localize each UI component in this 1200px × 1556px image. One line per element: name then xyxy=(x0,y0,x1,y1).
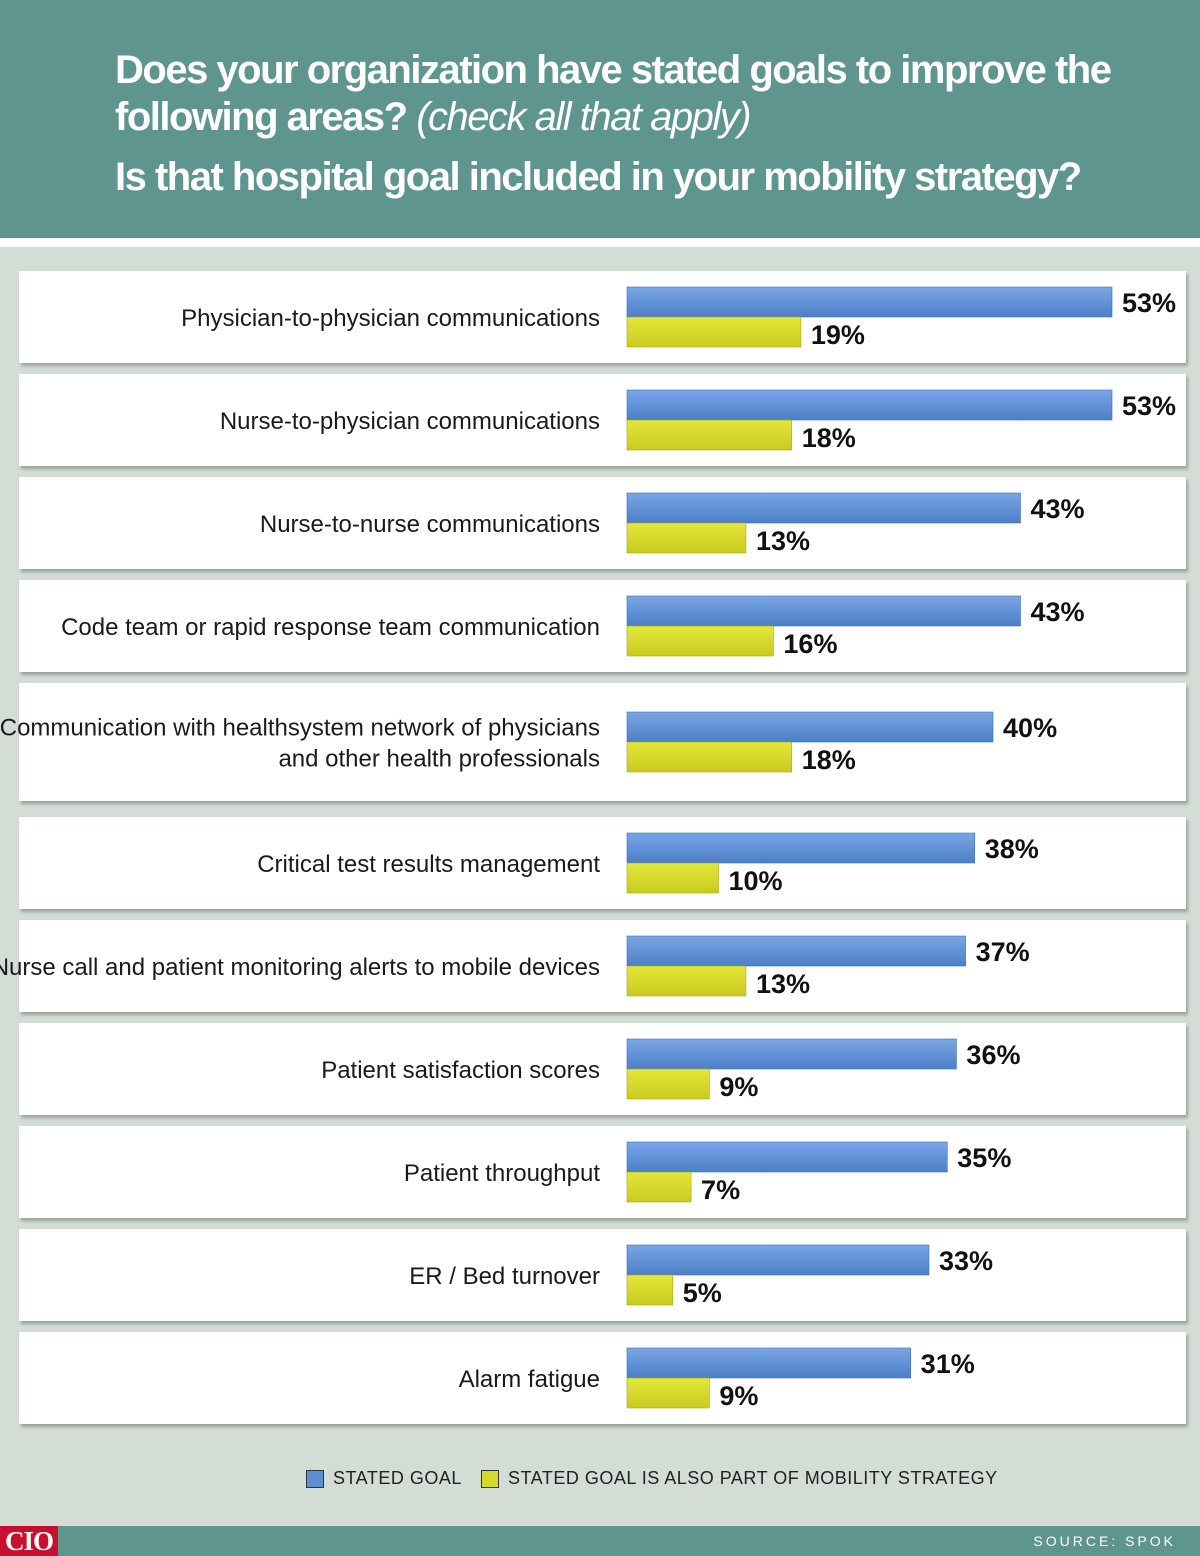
chart-row: Alarm fatigue 31% 9% xyxy=(19,1332,1186,1424)
chart-row: Code team or rapid response team communi… xyxy=(19,580,1186,672)
category-label: Patient throughput xyxy=(404,1160,600,1187)
bar-mobility-strategy xyxy=(626,316,802,348)
value-label-mobility-strategy: 9% xyxy=(719,1072,758,1102)
value-label-stated-goal: 40% xyxy=(1003,713,1057,743)
value-label-stated-goal: 35% xyxy=(957,1143,1011,1173)
bar-mobility-strategy xyxy=(626,419,793,451)
chart-row: Physician-to-physician communications 53%… xyxy=(19,271,1186,363)
chart-row: Patient throughput 35% 7% xyxy=(19,1126,1186,1218)
bar-stated-goal xyxy=(626,492,1021,524)
value-label-mobility-strategy: 5% xyxy=(683,1278,722,1308)
bar-mobility-strategy xyxy=(626,965,747,997)
legend-swatch-stated-goal xyxy=(306,1469,324,1488)
header-divider xyxy=(0,238,1200,247)
row-panel xyxy=(19,1023,1186,1115)
category-label: Communication with healthsystem network … xyxy=(0,715,600,742)
value-label-mobility-strategy: 18% xyxy=(802,423,856,453)
chart-title-line-2: following areas? (check all that apply) xyxy=(115,95,752,140)
value-label-stated-goal: 38% xyxy=(985,834,1039,864)
value-label-stated-goal: 31% xyxy=(921,1349,975,1379)
bar-mobility-strategy xyxy=(626,522,747,554)
chart-row: Nurse call and patient monitoring alerts… xyxy=(0,920,1186,1012)
category-label: Critical test results management xyxy=(257,851,600,878)
bar-mobility-strategy xyxy=(626,1068,710,1100)
category-label: Physician-to-physician communications xyxy=(181,305,600,332)
legend-label-mobility-strategy: STATED GOAL IS ALSO PART OF MOBILITY STR… xyxy=(508,1468,998,1488)
category-label: Code team or rapid response team communi… xyxy=(61,614,600,641)
category-label: Patient satisfaction scores xyxy=(321,1057,600,1084)
bar-mobility-strategy xyxy=(626,1377,710,1409)
chart-subtitle: Is that hospital goal included in your m… xyxy=(115,155,1082,199)
row-panel xyxy=(19,1229,1186,1321)
bar-stated-goal xyxy=(626,389,1113,421)
chart-title-line-1: Does your organization have stated goals… xyxy=(115,48,1112,92)
legend-item-stated-goal: STATED GOAL xyxy=(306,1468,462,1489)
bar-stated-goal xyxy=(626,595,1021,627)
bar-mobility-strategy xyxy=(626,1171,692,1203)
row-panel xyxy=(19,1126,1186,1218)
category-label: and other health professionals xyxy=(278,746,600,773)
footer: CIO SOURCE: SPOK xyxy=(0,1526,1200,1556)
value-label-stated-goal: 36% xyxy=(966,1040,1020,1070)
bar-stated-goal xyxy=(626,1141,948,1173)
value-label-mobility-strategy: 13% xyxy=(756,969,810,999)
bar-stated-goal xyxy=(626,286,1113,318)
bar-mobility-strategy xyxy=(626,625,774,657)
value-label-stated-goal: 53% xyxy=(1122,288,1176,318)
category-label: Nurse-to-nurse communications xyxy=(260,511,600,538)
category-label: Nurse-to-physician communications xyxy=(220,408,600,435)
legend-item-mobility-strategy: STATED GOAL IS ALSO PART OF MOBILITY STR… xyxy=(481,1468,998,1489)
value-label-mobility-strategy: 13% xyxy=(756,526,810,556)
chart-row: ER / Bed turnover 33% 5% xyxy=(19,1229,1186,1321)
bar-mobility-strategy xyxy=(626,1274,674,1306)
value-label-stated-goal: 33% xyxy=(939,1246,993,1276)
chart-title-line-2-main: following areas? xyxy=(115,95,408,139)
bar-stated-goal xyxy=(626,935,966,967)
bar-mobility-strategy xyxy=(626,862,719,894)
value-label-mobility-strategy: 16% xyxy=(783,629,837,659)
bar-stated-goal xyxy=(626,832,976,864)
value-label-mobility-strategy: 10% xyxy=(729,866,783,896)
value-label-stated-goal: 43% xyxy=(1030,494,1084,524)
chart-title-note: (check all that apply) xyxy=(416,95,751,139)
value-label-stated-goal: 37% xyxy=(976,937,1030,967)
bar-mobility-strategy xyxy=(626,741,793,773)
legend-swatch-mobility-strategy xyxy=(481,1469,499,1488)
bar-stated-goal xyxy=(626,1347,911,1379)
category-label: Nurse call and patient monitoring alerts… xyxy=(0,954,600,981)
chart-header: Does your organization have stated goals… xyxy=(0,0,1200,238)
chart-row: Communication with healthsystem network … xyxy=(0,683,1186,801)
value-label-mobility-strategy: 7% xyxy=(701,1175,740,1205)
category-label: Alarm fatigue xyxy=(459,1366,600,1393)
value-label-stated-goal: 53% xyxy=(1122,391,1176,421)
row-panel xyxy=(19,817,1186,909)
row-panel xyxy=(19,1332,1186,1424)
bar-stated-goal xyxy=(626,711,994,743)
row-panel xyxy=(19,920,1186,1012)
bar-stated-goal xyxy=(626,1244,930,1276)
legend-label-stated-goal: STATED GOAL xyxy=(333,1468,462,1488)
value-label-mobility-strategy: 18% xyxy=(802,745,856,775)
category-label: ER / Bed turnover xyxy=(409,1263,600,1290)
value-label-mobility-strategy: 9% xyxy=(719,1381,758,1411)
bar-stated-goal xyxy=(626,1038,957,1070)
bar-chart: Physician-to-physician communications 53%… xyxy=(0,271,1186,1424)
legend: STATED GOAL STATED GOAL IS ALSO PART OF … xyxy=(0,1468,1200,1498)
value-label-stated-goal: 43% xyxy=(1030,597,1084,627)
cio-logo: CIO xyxy=(0,1526,58,1556)
chart-row: Critical test results management 38% 10% xyxy=(19,817,1186,909)
chart-row: Patient satisfaction scores 36% 9% xyxy=(19,1023,1186,1115)
chart-row: Nurse-to-physician communications 53% 18% xyxy=(19,374,1186,466)
value-label-mobility-strategy: 19% xyxy=(811,320,865,350)
chart-row: Nurse-to-nurse communications 43% 13% xyxy=(19,477,1186,569)
source-credit: SOURCE: SPOK xyxy=(1033,1533,1176,1549)
